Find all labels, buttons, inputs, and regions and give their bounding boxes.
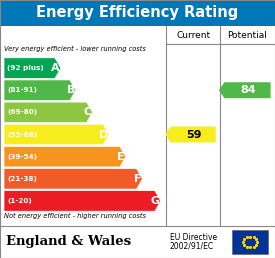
Text: D: D (99, 130, 108, 140)
Text: (1-20): (1-20) (7, 198, 32, 204)
Polygon shape (4, 191, 161, 211)
Text: Not energy efficient - higher running costs: Not energy efficient - higher running co… (4, 213, 146, 219)
Text: England & Wales: England & Wales (6, 236, 131, 248)
Text: Very energy efficient - lower running costs: Very energy efficient - lower running co… (4, 46, 146, 52)
Text: C: C (83, 107, 92, 117)
Polygon shape (4, 168, 142, 189)
Polygon shape (4, 102, 92, 123)
Polygon shape (4, 146, 126, 167)
Text: 2002/91/EC: 2002/91/EC (170, 241, 214, 251)
Polygon shape (4, 124, 109, 145)
Text: (39-54): (39-54) (7, 154, 37, 160)
Text: EU Directive: EU Directive (170, 233, 217, 243)
Text: 59: 59 (186, 130, 202, 140)
Text: Energy Efficiency Rating: Energy Efficiency Rating (36, 5, 239, 20)
Text: (21-38): (21-38) (7, 176, 37, 182)
Text: (81-91): (81-91) (7, 87, 37, 93)
Bar (232, 230, 268, 254)
Text: Current: Current (176, 30, 210, 39)
Text: E: E (117, 152, 125, 162)
Text: B: B (67, 85, 75, 95)
Text: (69-80): (69-80) (7, 109, 37, 115)
Text: (55-68): (55-68) (7, 132, 37, 138)
Text: G: G (151, 196, 160, 206)
Bar (0, 0, 275, 26)
Polygon shape (4, 58, 61, 78)
Text: 84: 84 (241, 85, 256, 95)
Text: (92 plus): (92 plus) (7, 65, 44, 71)
Bar (0, 226, 275, 258)
Polygon shape (165, 126, 216, 142)
Text: Potential: Potential (228, 30, 267, 39)
Polygon shape (4, 80, 76, 100)
Text: F: F (134, 174, 141, 184)
Polygon shape (219, 82, 271, 98)
Text: A: A (51, 63, 60, 73)
